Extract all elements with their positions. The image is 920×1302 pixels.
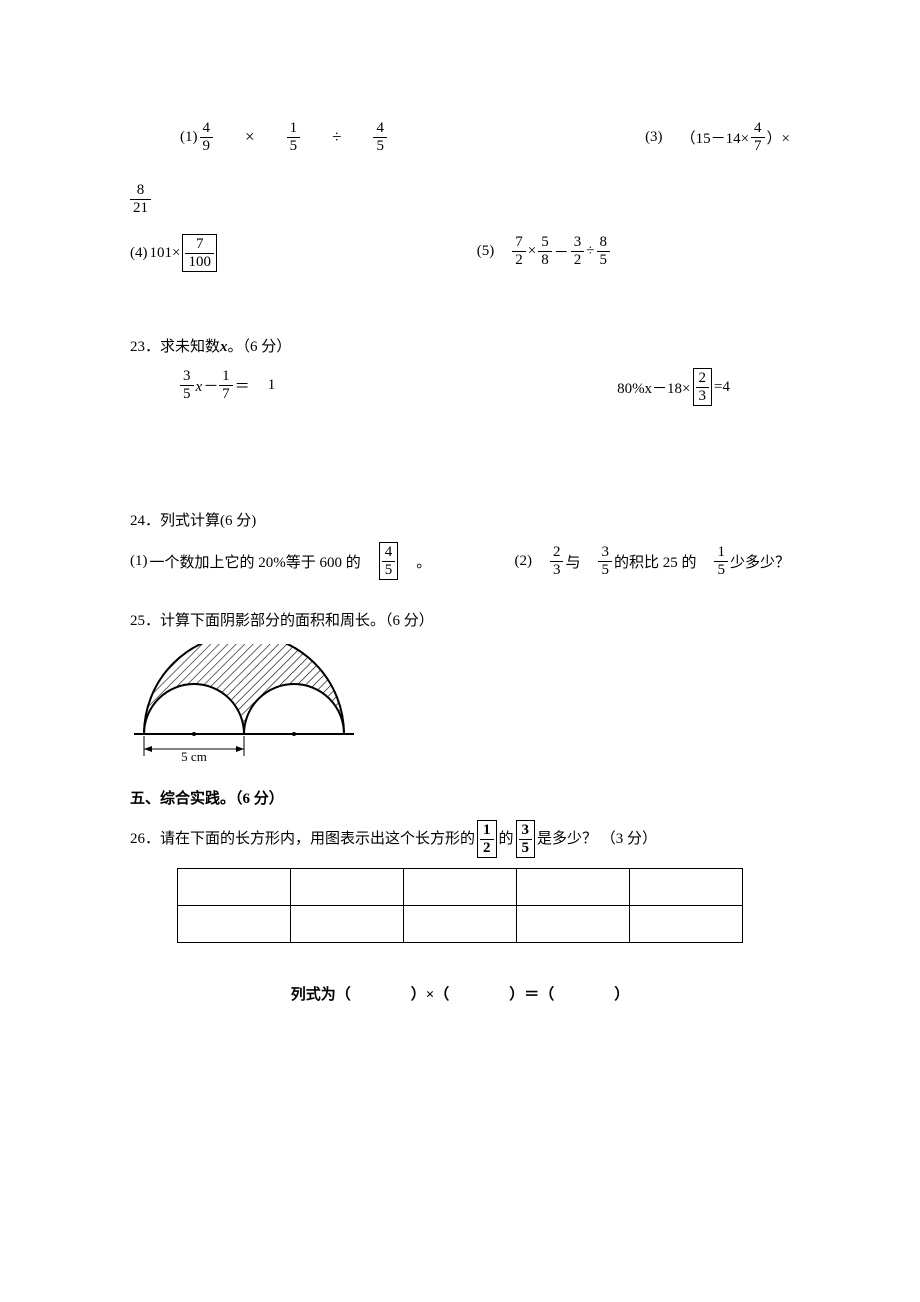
q22-p1-c: 4 5 — [373, 120, 387, 154]
q25: 25．计算下面阴影部分的面积和周长。（6 分） — [130, 606, 790, 764]
section5: 五、综合实践。（6 分） 26．请在下面的长方形内，用图表示出这个长方形的 12… — [130, 784, 790, 1004]
q23-e1: 35 x－ 17 ＝ 1 — [180, 368, 275, 402]
q22-p3: (3) （15－14× 4 7 ）× — [645, 120, 790, 154]
q24-title: 24．列式计算(6 分) — [130, 506, 790, 536]
q23: 23．求未知数x。（6 分） 35 x－ 17 ＝ 1 80%x－18× 23 … — [130, 332, 790, 406]
q24: 24．列式计算(6 分) (1) 一个数加上它的 20%等于 600 的 45 … — [130, 506, 790, 580]
q23-e2-box: 23 — [693, 368, 713, 406]
q22-p5-label: (5) — [477, 243, 495, 260]
q22-p5: (5) 72 × 58 － 32 ÷ 85 — [477, 234, 610, 268]
q22-p3-cont: 8 21 — [130, 182, 790, 216]
q22-p4-label: (4) — [130, 245, 148, 262]
q22-row2: (4) 101× 7 100 (5) 72 × 58 － 32 ÷ 85 — [130, 234, 790, 272]
q22-p4: (4) 101× 7 100 — [130, 234, 217, 272]
q24-p2: (2) 23 与 35 的积比 25 的 15 少多少？ — [514, 544, 790, 578]
q23-e2: 80%x－18× 23 =4 — [617, 368, 730, 406]
q22-p3-cont-frac: 8 21 — [130, 182, 151, 216]
table-row — [178, 906, 743, 943]
q24-p1: (1) 一个数加上它的 20%等于 600 的 45 。 — [130, 542, 431, 580]
q25-title: 25．计算下面阴影部分的面积和周长。（6 分） — [130, 606, 790, 636]
q26-f2: 35 — [516, 820, 536, 858]
q25-dim-label: 5 cm — [181, 749, 207, 764]
q26-eq-line: 列式为（ ）×（ ）＝（ ） — [130, 983, 790, 1004]
q22-p3-f: 4 7 — [751, 120, 765, 154]
q22-p1: (1) 4 9 × 1 5 ÷ 4 5 — [180, 120, 387, 154]
q26-rectangle — [177, 868, 743, 943]
q22-p4-box: 7 100 — [182, 234, 217, 272]
q23-title: 23．求未知数x。（6 分） — [130, 332, 790, 362]
q22-p1-label: (1) — [180, 129, 198, 146]
q22-p1-b: 1 5 — [287, 120, 301, 154]
q25-figure: 5 cm — [134, 644, 354, 764]
q22-row1: (1) 4 9 × 1 5 ÷ 4 5 (3) （15－14× — [130, 120, 790, 154]
q22-p1-a: 4 9 — [200, 120, 214, 154]
q22-p3-label: (3) — [645, 129, 663, 146]
section5-heading: 五、综合实践。（6 分） — [130, 784, 790, 814]
table-row — [178, 869, 743, 906]
q26-f1: 12 — [477, 820, 497, 858]
q26-line: 26．请在下面的长方形内，用图表示出这个长方形的 12 的 35 是多少？ （3… — [130, 820, 790, 858]
